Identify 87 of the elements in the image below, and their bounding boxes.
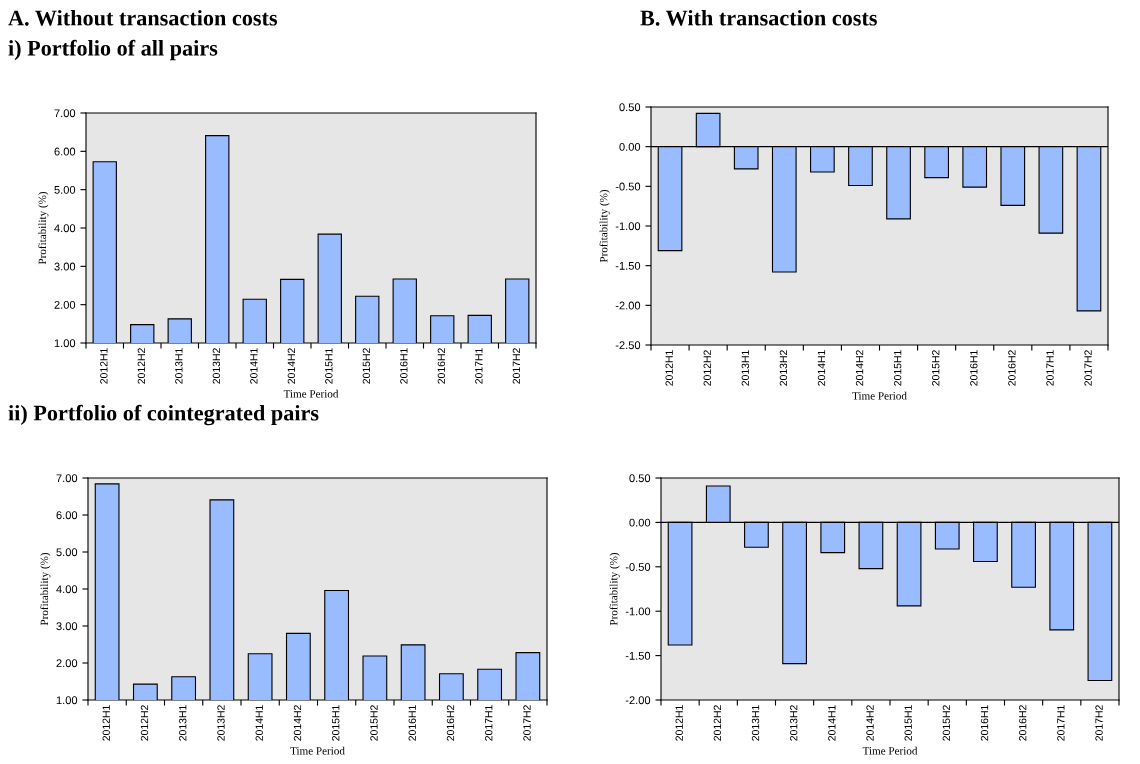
x-tick-label: 2015H1: [893, 350, 902, 386]
y-tick-label: -2.50: [615, 341, 641, 350]
x-tick-label: 2013H2: [779, 350, 788, 386]
x-tick-label: 2015H1: [332, 705, 340, 741]
x-tick-label: 2015H1: [904, 705, 912, 741]
x-tick-label: 2013H1: [179, 705, 187, 741]
x-tick-label: 2014H2: [293, 705, 302, 741]
y-tick-label: 1.00: [56, 696, 78, 705]
x-axis-title: Time Period: [862, 746, 918, 755]
x-axis-title: Time Period: [290, 746, 345, 755]
y-tick-label: 1.00: [54, 339, 76, 348]
y-tick-label: 5.00: [56, 548, 78, 557]
y-axis-title: Profitability (%): [599, 189, 610, 263]
y-tick-label: 2.00: [54, 300, 76, 309]
x-tick-label: 2012H1: [100, 348, 108, 384]
y-tick-label: -1.00: [615, 222, 641, 231]
x-tick-label: 2014H1: [828, 705, 836, 741]
x-tick-label: 2016H2: [437, 348, 446, 384]
x-tick-label: 2015H1: [325, 348, 333, 384]
x-tick-label: 2012H1: [665, 350, 673, 386]
x-tick-label: 2015H2: [370, 705, 378, 741]
x-tick-label: 2016H1: [400, 348, 408, 384]
x-tick-label: 2016H2: [1019, 705, 1027, 741]
y-tick-label: -2.00: [615, 301, 641, 310]
x-tick-label: 2017H1: [475, 348, 483, 384]
x-tick-label: 2016H1: [980, 705, 989, 741]
y-tick-label: 6.00: [54, 147, 76, 156]
x-tick-label: 2014H1: [817, 350, 826, 386]
y-tick-label: 4.00: [54, 224, 76, 233]
x-tick-label: 2014H1: [250, 348, 258, 384]
y-tick-label: 7.00: [56, 474, 78, 483]
y-tick-label: 0.00: [619, 142, 641, 151]
x-axis-title: Time Period: [283, 389, 339, 398]
y-tick-label: 7.00: [54, 109, 76, 118]
x-tick-label: 2016H1: [970, 350, 978, 386]
y-tick-label: -1.50: [615, 261, 641, 270]
x-tick-label: 2016H2: [1008, 350, 1016, 386]
y-tick-label: 0.50: [629, 474, 651, 483]
x-tick-label: 2013H2: [790, 705, 798, 741]
x-tick-label: 2013H1: [741, 350, 749, 386]
x-tick-label: 2016H2: [446, 705, 455, 741]
text: A. Without transaction costs: [8, 9, 278, 26]
x-tick-label: 2017H1: [1046, 350, 1054, 386]
y-tick-label: 2.00: [56, 659, 78, 668]
x-axis-title: Time Period: [852, 391, 907, 400]
y-tick-label: -0.50: [625, 563, 651, 571]
x-tick-label: 2017H2: [523, 705, 531, 741]
x-tick-label: 2017H1: [485, 705, 493, 741]
chart-title: i) Portfolio of all pairs: [8, 39, 218, 61]
x-tick-label: 2012H2: [140, 705, 149, 741]
x-tick-label: 2017H1: [1057, 705, 1065, 741]
y-tick-label: -2.00: [625, 696, 651, 705]
x-tick-label: 2013H2: [212, 348, 221, 384]
x-tick-label: 2017H2: [1084, 350, 1092, 386]
x-tick-label: 2012H1: [102, 705, 110, 741]
x-tick-label: 2012H2: [703, 350, 711, 386]
chart-title: ii) Portfolio of cointegrated pairs: [8, 404, 319, 426]
x-tick-label: 2013H2: [217, 705, 225, 741]
x-tick-label: 2014H2: [866, 705, 874, 741]
x-tick-label: 2016H1: [408, 705, 416, 741]
text: B. With transaction costs: [640, 9, 877, 26]
x-tick-label: 2015H2: [362, 348, 371, 384]
x-tick-label: 2014H1: [255, 705, 263, 741]
x-tick-label: 2015H2: [932, 350, 940, 386]
y-tick-label: 0.50: [619, 103, 641, 112]
y-axis-title: Profitability (%): [38, 191, 49, 265]
y-tick-label: 5.00: [54, 185, 76, 194]
x-tick-label: 2017H2: [1095, 705, 1103, 741]
x-tick-label: 2012H1: [675, 705, 683, 741]
x-tick-label: 2017H2: [512, 348, 521, 384]
x-tick-label: 2012H2: [137, 348, 146, 384]
x-tick-label: 2012H2: [713, 705, 722, 741]
x-tick-label: 2014H2: [855, 350, 864, 386]
y-tick-label: 6.00: [56, 511, 78, 520]
y-tick-label: -0.50: [615, 182, 641, 191]
y-axis-title: Profitability (%): [609, 552, 620, 626]
x-tick-label: 2015H2: [942, 705, 951, 741]
y-tick-label: -1.50: [625, 651, 651, 660]
y-axis-title: Profitability (%): [40, 552, 51, 626]
y-tick-label: 4.00: [56, 585, 78, 594]
y-tick-label: 0.00: [629, 518, 651, 527]
y-tick-label: 3.00: [56, 622, 78, 631]
y-tick-label: -1.00: [625, 607, 651, 616]
x-tick-label: 2013H1: [175, 348, 183, 384]
x-tick-label: 2013H1: [751, 705, 760, 741]
x-tick-label: 2014H2: [287, 348, 296, 384]
y-tick-label: 3.00: [54, 262, 76, 271]
